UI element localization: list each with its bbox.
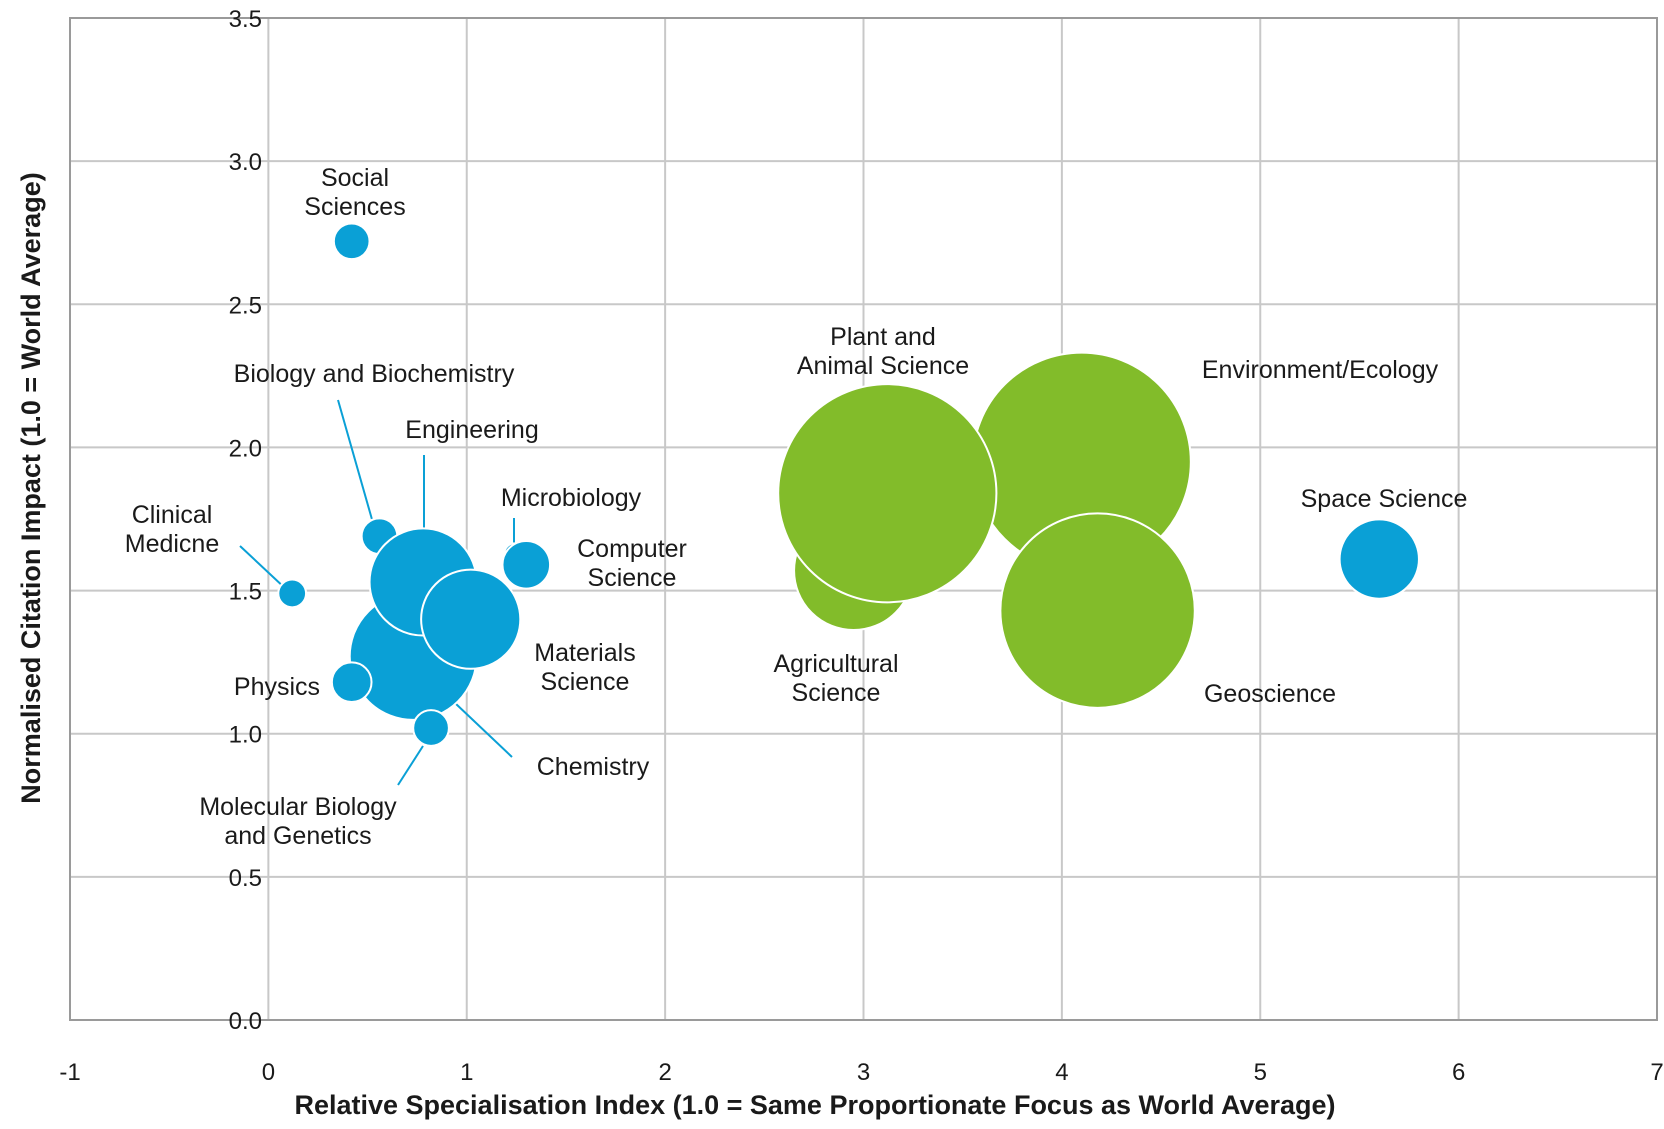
y-tick-label: 1.0: [229, 722, 262, 749]
label-agricultural-science: Agricultural Science: [773, 650, 898, 707]
x-tick-label: 2: [658, 1059, 671, 1086]
label-clinical-medicne: Clinical Medicne: [125, 501, 220, 558]
y-tick-label: 0.5: [229, 865, 262, 892]
bubble-materials-science: [420, 568, 522, 670]
label-geoscience: Geoscience: [1204, 680, 1336, 708]
label-space-science: Space Science: [1301, 485, 1468, 513]
plot-frame: [69, 17, 1658, 1021]
x-tick-label: 0: [262, 1059, 275, 1086]
label-engineering: Engineering: [405, 416, 538, 444]
bubble-space-science: [1338, 518, 1420, 600]
leader-chemistry: [454, 702, 513, 758]
y-tick-label: 1.5: [229, 579, 262, 606]
y-tick-label: 2.0: [229, 435, 262, 462]
bubble-physics: [330, 661, 373, 704]
bubble-clinical-medicne: [277, 578, 308, 609]
x-tick-label: 5: [1254, 1059, 1267, 1086]
x-tick-label: 6: [1452, 1059, 1465, 1086]
x-tick-label: 7: [1650, 1059, 1663, 1086]
label-physics: Physics: [234, 673, 320, 701]
y-tick-label: 3.0: [229, 149, 262, 176]
x-axis-title: Relative Specialisation Index (1.0 = Sam…: [294, 1090, 1335, 1120]
leader-biology-and-biochemistry: [337, 399, 374, 524]
y-tick-label: 0.0: [229, 1008, 262, 1035]
bubble-molecular-biology-and-genetics: [412, 709, 450, 747]
y-axis-title: Normalised Citation Impact (1.0 = World …: [16, 172, 46, 803]
label-plant-and-animal-science: Plant and Animal Science: [797, 323, 969, 380]
y-tick-label: 3.5: [229, 6, 262, 33]
label-chemistry: Chemistry: [537, 753, 650, 781]
bubble-computer-science: [501, 540, 552, 590]
label-biology-and-biochemistry: Biology and Biochemistry: [234, 360, 515, 388]
x-tick-label: 4: [1055, 1059, 1068, 1086]
label-molecular-biology-and-genetics: Molecular Biology and Genetics: [199, 793, 397, 850]
label-social-sciences: Social Sciences: [304, 164, 405, 221]
bubbles: [277, 222, 1420, 747]
label-microbiology: Microbiology: [501, 484, 642, 512]
bubble-plant-and-animal-science: [777, 383, 998, 604]
x-tick-label: -1: [59, 1059, 80, 1086]
tick-labels: -1 0 1 2 3 4 5 6 7 0.0 0.5 1.0 1.5 2.0 2.5 3.0 3.5: [59, 6, 1663, 1086]
bubble-labels: Social Sciences Clinical Medicne Biology and…: [125, 164, 1468, 850]
y-tick-label: 2.5: [229, 292, 262, 319]
bubble-geoscience: [999, 512, 1196, 709]
bubble-social-sciences: [332, 222, 371, 261]
label-environment-ecology: Environment/Ecology: [1202, 356, 1439, 384]
label-materials-science: Materials Science: [534, 639, 635, 696]
leader-lines: [239, 399, 515, 786]
label-computer-science: Computer Science: [577, 535, 687, 592]
leader-clinical-medicne: [239, 545, 288, 591]
x-tick-label: 3: [857, 1059, 870, 1086]
leader-molecular-biology-and-genetics: [397, 745, 424, 786]
x-tick-label: 1: [460, 1059, 473, 1086]
